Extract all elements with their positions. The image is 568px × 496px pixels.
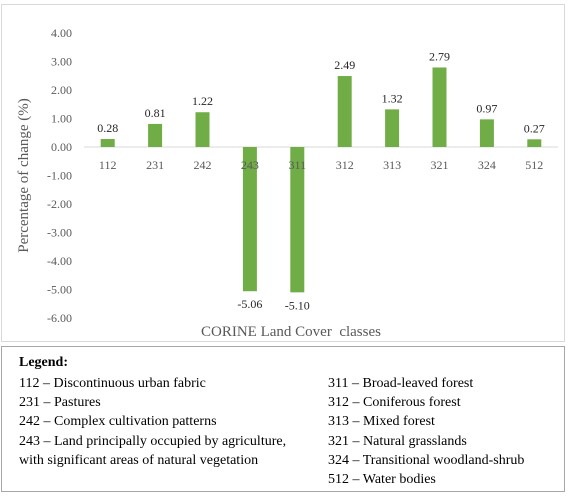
y-tick-label: -6.00 (47, 311, 72, 325)
legend-item-231: 231 – Pastures (19, 395, 101, 411)
x-tick-label: 112 (99, 158, 117, 172)
legend-column-right: 311 – Broad-leaved forest 312 – Conifero… (328, 374, 564, 489)
bar-243 (242, 147, 257, 292)
y-tick-label: -4.00 (47, 254, 72, 268)
bar-chart: 4.00 3.00 2.00 1.00 0.00 -1.00 -2.00 -3.00 -4.00… (16, 26, 558, 340)
bar-321 (432, 67, 447, 147)
y-tick-label: -5.00 (47, 283, 72, 297)
legend-item-112: 112 – Discontinuous urban fabric (19, 376, 206, 391)
bar-242 (195, 112, 210, 147)
x-tick-label: 231 (146, 158, 164, 172)
data-label: 2.49 (334, 58, 355, 72)
x-tick-label: 321 (431, 158, 449, 172)
bar-231 (148, 123, 163, 147)
bar-324 (479, 119, 494, 147)
y-tick-label: 0.00 (51, 140, 72, 154)
x-tick-label: 243 (241, 158, 259, 172)
data-label: 0.28 (97, 121, 118, 135)
y-tick-label: -2.00 (47, 197, 72, 211)
y-tick-label: 2.00 (51, 83, 72, 97)
y-tick-label: 1.00 (51, 112, 72, 126)
bar-311 (290, 147, 305, 293)
chart-area: 4.00 3.00 2.00 1.00 0.00 -1.00 -2.00 -3.00 -4.00… (1, 4, 565, 342)
y-tick-label: -3.00 (47, 226, 72, 240)
x-tick-label: 324 (478, 158, 496, 172)
bar-512 (527, 139, 542, 147)
legend-item-312: 312 – Coniferous forest (328, 395, 461, 411)
x-tick-label: 512 (525, 158, 543, 172)
y-tick-label: 3.00 (51, 55, 72, 69)
x-tick-label: 312 (336, 158, 354, 172)
bar-112 (100, 139, 115, 147)
y-tick-label: -1.00 (47, 169, 72, 183)
x-tick-label: 311 (289, 158, 307, 172)
legend-box: Legend: 112 – Discontinuous urban fabric… (1, 346, 565, 492)
bar-312 (337, 76, 352, 147)
data-label: 0.81 (145, 106, 166, 120)
data-label: -5.10 (285, 298, 310, 312)
x-axis-title: CORINE Land Cover classes (201, 324, 381, 340)
data-label: -5.06 (237, 297, 262, 311)
data-label: 0.27 (524, 121, 545, 135)
legend-item-243: 243 – Land principally occupied by agric… (19, 433, 287, 468)
legend-item-324: 324 – Transitional woodland-shrub (328, 452, 525, 468)
y-tick-label: 4.00 (51, 26, 72, 40)
data-label: 1.32 (382, 91, 403, 105)
legend-title: Legend: (19, 355, 68, 370)
x-tick-label: 242 (194, 158, 212, 172)
data-label: 1.22 (192, 94, 213, 108)
legend-item-242: 242 – Complex cultivation patterns (19, 414, 217, 430)
legend-item-512: 512 – Water bodies (328, 472, 436, 488)
legend-column-left: 112 – Discontinuous urban fabric 231 – P… (19, 374, 289, 470)
legend-item-321: 321 – Natural grasslands (328, 433, 467, 449)
y-axis-title: Percentage of change (%) (16, 98, 32, 253)
data-label: 0.97 (476, 101, 497, 115)
x-tick-label: 313 (383, 158, 401, 172)
data-label: 2.79 (429, 49, 450, 63)
legend-item-313: 313 – Mixed forest (328, 414, 435, 430)
bar-313 (385, 109, 400, 147)
legend-item-311: 311 – Broad-leaved forest (328, 376, 474, 391)
